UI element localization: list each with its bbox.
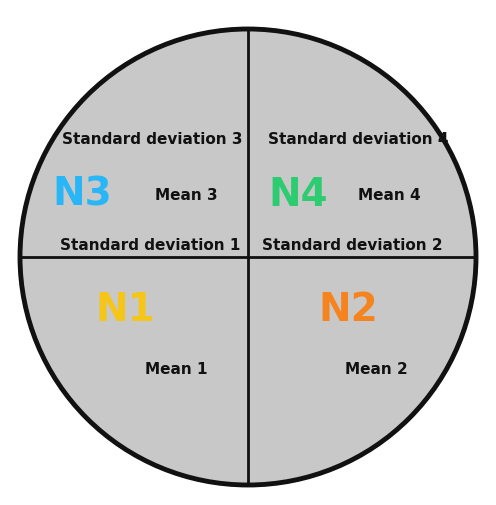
Circle shape — [20, 30, 476, 485]
Text: N2: N2 — [318, 290, 378, 328]
Text: Standard deviation 3: Standard deviation 3 — [62, 132, 243, 147]
Text: Mean 4: Mean 4 — [358, 187, 421, 202]
Text: N1: N1 — [95, 290, 155, 328]
Text: N3: N3 — [52, 176, 112, 214]
Text: Mean 3: Mean 3 — [155, 187, 218, 202]
Text: N4: N4 — [268, 176, 328, 214]
Text: Mean 2: Mean 2 — [345, 362, 408, 377]
Text: Standard deviation 2: Standard deviation 2 — [262, 237, 442, 252]
Text: Standard deviation 1: Standard deviation 1 — [60, 237, 241, 252]
Text: Mean 1: Mean 1 — [145, 362, 207, 377]
Text: Standard deviation 4: Standard deviation 4 — [268, 132, 448, 147]
